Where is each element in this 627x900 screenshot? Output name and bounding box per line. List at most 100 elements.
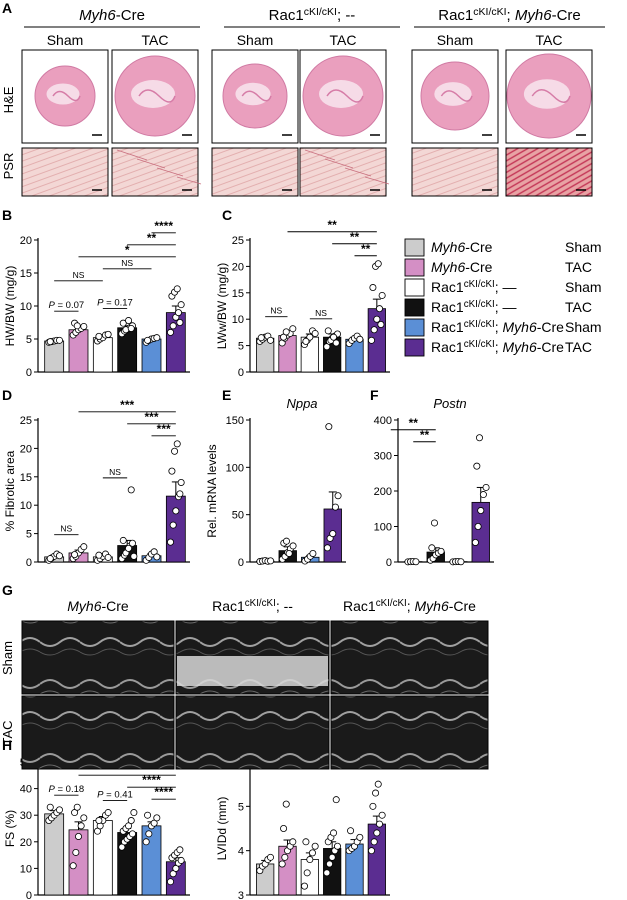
data-point (153, 814, 161, 822)
condition-label: TAC (142, 32, 169, 48)
sig-label: NS (109, 467, 121, 477)
histology-header: Myh6-Cre Rac1cKI/cKI; -- Rac1cKI/cKI; Myh6… (24, 6, 605, 48)
y-tick-label: 25 (20, 415, 32, 427)
data-point (332, 796, 340, 804)
y-tick-label: 0 (26, 557, 32, 569)
y-tick-label: 5 (26, 529, 32, 541)
data-point (347, 827, 355, 835)
legend-genotype: Rac1cKI/cKI; Myh6-Cre (431, 339, 564, 355)
y-axis-label: % Fibrotic area (3, 450, 17, 531)
psr-tile (111, 147, 199, 197)
y-tick-label: 15 (20, 472, 32, 484)
chart-nppa: 0 50 100 150 Rel. mRNA levels Nppa (205, 396, 346, 569)
data-point (370, 326, 378, 334)
data-point (95, 551, 103, 559)
y-tick-label: 30 (20, 810, 32, 822)
data-point (104, 553, 112, 561)
sig-label: *** (144, 410, 158, 424)
data-point (328, 853, 336, 861)
echo-tile (175, 695, 330, 770)
chart-lvidd: 3456LVIDd (mm) (215, 757, 390, 900)
data-point (306, 856, 314, 864)
data-point (144, 336, 152, 344)
sig-label: *** (120, 398, 134, 412)
data-point (104, 809, 112, 817)
panel-letter-b: B (2, 207, 12, 223)
data-point (326, 860, 334, 868)
data-point (457, 558, 465, 566)
data-point (309, 549, 317, 557)
y-tick-label: 10 (232, 314, 244, 326)
psr-fiber (324, 158, 354, 169)
y-tick-label: 3 (238, 890, 244, 900)
genotype-header: Rac1cKI/cKI; -- (269, 6, 356, 24)
data-point (282, 800, 290, 808)
data-point (282, 537, 290, 545)
data-point (71, 551, 79, 559)
psr-tile (505, 147, 593, 197)
heart-trabecula (440, 90, 473, 102)
heart-trabecula (326, 89, 364, 103)
y-tick-label: 15 (232, 288, 244, 300)
data-point (430, 519, 438, 527)
data-point (282, 328, 290, 336)
sig-label: ** (327, 218, 337, 232)
legend-genotype: Myh6-Cre (431, 239, 493, 255)
data-point (77, 822, 85, 830)
data-point (128, 830, 136, 838)
heart-trabecula (531, 88, 571, 104)
panel-letter-e: E (222, 387, 231, 403)
data-point (289, 838, 297, 846)
sig-label: NS (315, 308, 327, 318)
data-point (378, 291, 386, 299)
data-point (471, 538, 479, 546)
data-point (130, 552, 138, 560)
psr-tile (211, 147, 299, 197)
legend-genotype: Rac1cKI/cKI; — (431, 299, 517, 315)
legend-condition: Sham (565, 279, 602, 295)
chart-hw-bw: 0 5 10 15 20 HW/BW (mg/g) P = 0.07 P = 0.17 NS NS… (3, 219, 190, 379)
data-point (55, 806, 63, 814)
heart-lumen (319, 80, 363, 108)
panel-letter-h: H (2, 737, 12, 753)
data-point (46, 338, 54, 346)
data-point (177, 478, 185, 486)
heart-trabecula (52, 90, 81, 102)
data-point (369, 802, 377, 810)
psr-fiber (344, 167, 372, 177)
legend-swatch (404, 238, 425, 257)
data-point (168, 467, 176, 475)
data-point (177, 301, 185, 309)
psr-fiber (156, 167, 184, 177)
row-label-psr: PSR (1, 153, 16, 180)
y-tick-label: 20 (232, 261, 244, 273)
data-point (370, 838, 378, 846)
data-point (308, 849, 316, 857)
data-point (289, 325, 297, 333)
data-point (303, 869, 311, 877)
data-point (176, 490, 184, 498)
data-point (333, 842, 341, 850)
echo-genotype-header: Rac1cKI/cKI; -- (212, 598, 293, 614)
data-point (372, 789, 380, 797)
data-point (302, 337, 310, 345)
sig-label: *** (157, 422, 171, 436)
y-tick-label: 100 (226, 462, 244, 474)
y-tick-label: 0 (238, 557, 244, 569)
data-point (373, 829, 381, 837)
data-point (311, 329, 319, 337)
legend-genotype: Rac1cKI/cKI; — (431, 279, 517, 295)
heart-lumen (235, 82, 271, 106)
data-point (257, 334, 265, 342)
psr-fiber (136, 158, 166, 169)
data-point (95, 332, 103, 340)
data-point (437, 547, 445, 555)
sig-label: **** (154, 219, 173, 233)
data-point (373, 315, 381, 323)
data-point (280, 825, 288, 833)
y-tick-label: 20 (20, 235, 32, 247)
data-point (46, 555, 54, 563)
